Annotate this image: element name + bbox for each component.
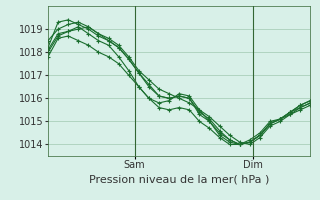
X-axis label: Pression niveau de la mer( hPa ): Pression niveau de la mer( hPa ) xyxy=(89,174,269,184)
